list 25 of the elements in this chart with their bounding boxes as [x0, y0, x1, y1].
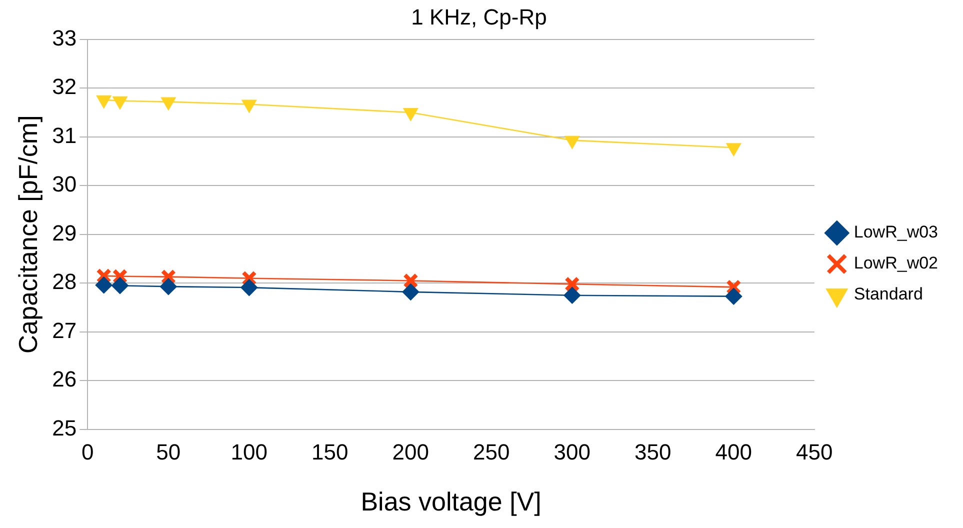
- x-tick-label: 100: [230, 440, 268, 465]
- y-tick-label: 29: [52, 220, 77, 246]
- legend-label: LowR_w02: [854, 254, 938, 273]
- x-tick-label: 250: [473, 440, 510, 465]
- x-tick-label: 150: [312, 440, 348, 465]
- legend-label: Standard: [854, 284, 923, 304]
- y-tick-label: 27: [52, 318, 77, 343]
- x-axis-title: Bias voltage [V]: [360, 486, 542, 517]
- chart-title: 1 KHz, Cp-Rp: [411, 4, 547, 30]
- y-axis-title: Capacitance [pF/cm]: [12, 115, 43, 354]
- y-tick-label: 33: [52, 25, 77, 50]
- x-tick-label: 450: [796, 440, 833, 465]
- y-tick-label: 32: [52, 74, 77, 100]
- x-tick-label: 350: [634, 440, 672, 465]
- y-tick-label: 26: [52, 366, 77, 392]
- y-tick-label: 25: [52, 415, 77, 440]
- x-tick-label: 0: [82, 440, 94, 465]
- y-tick-label: 31: [52, 122, 77, 148]
- x-tick-label: 300: [554, 440, 591, 465]
- x-tick-label: 50: [156, 440, 181, 465]
- x-tick-label: 400: [715, 440, 752, 465]
- y-tick-label: 30: [52, 172, 77, 197]
- legend-label: LowR_w03: [854, 222, 938, 242]
- y-tick-label: 28: [52, 269, 77, 294]
- x-tick-label: 200: [392, 440, 430, 465]
